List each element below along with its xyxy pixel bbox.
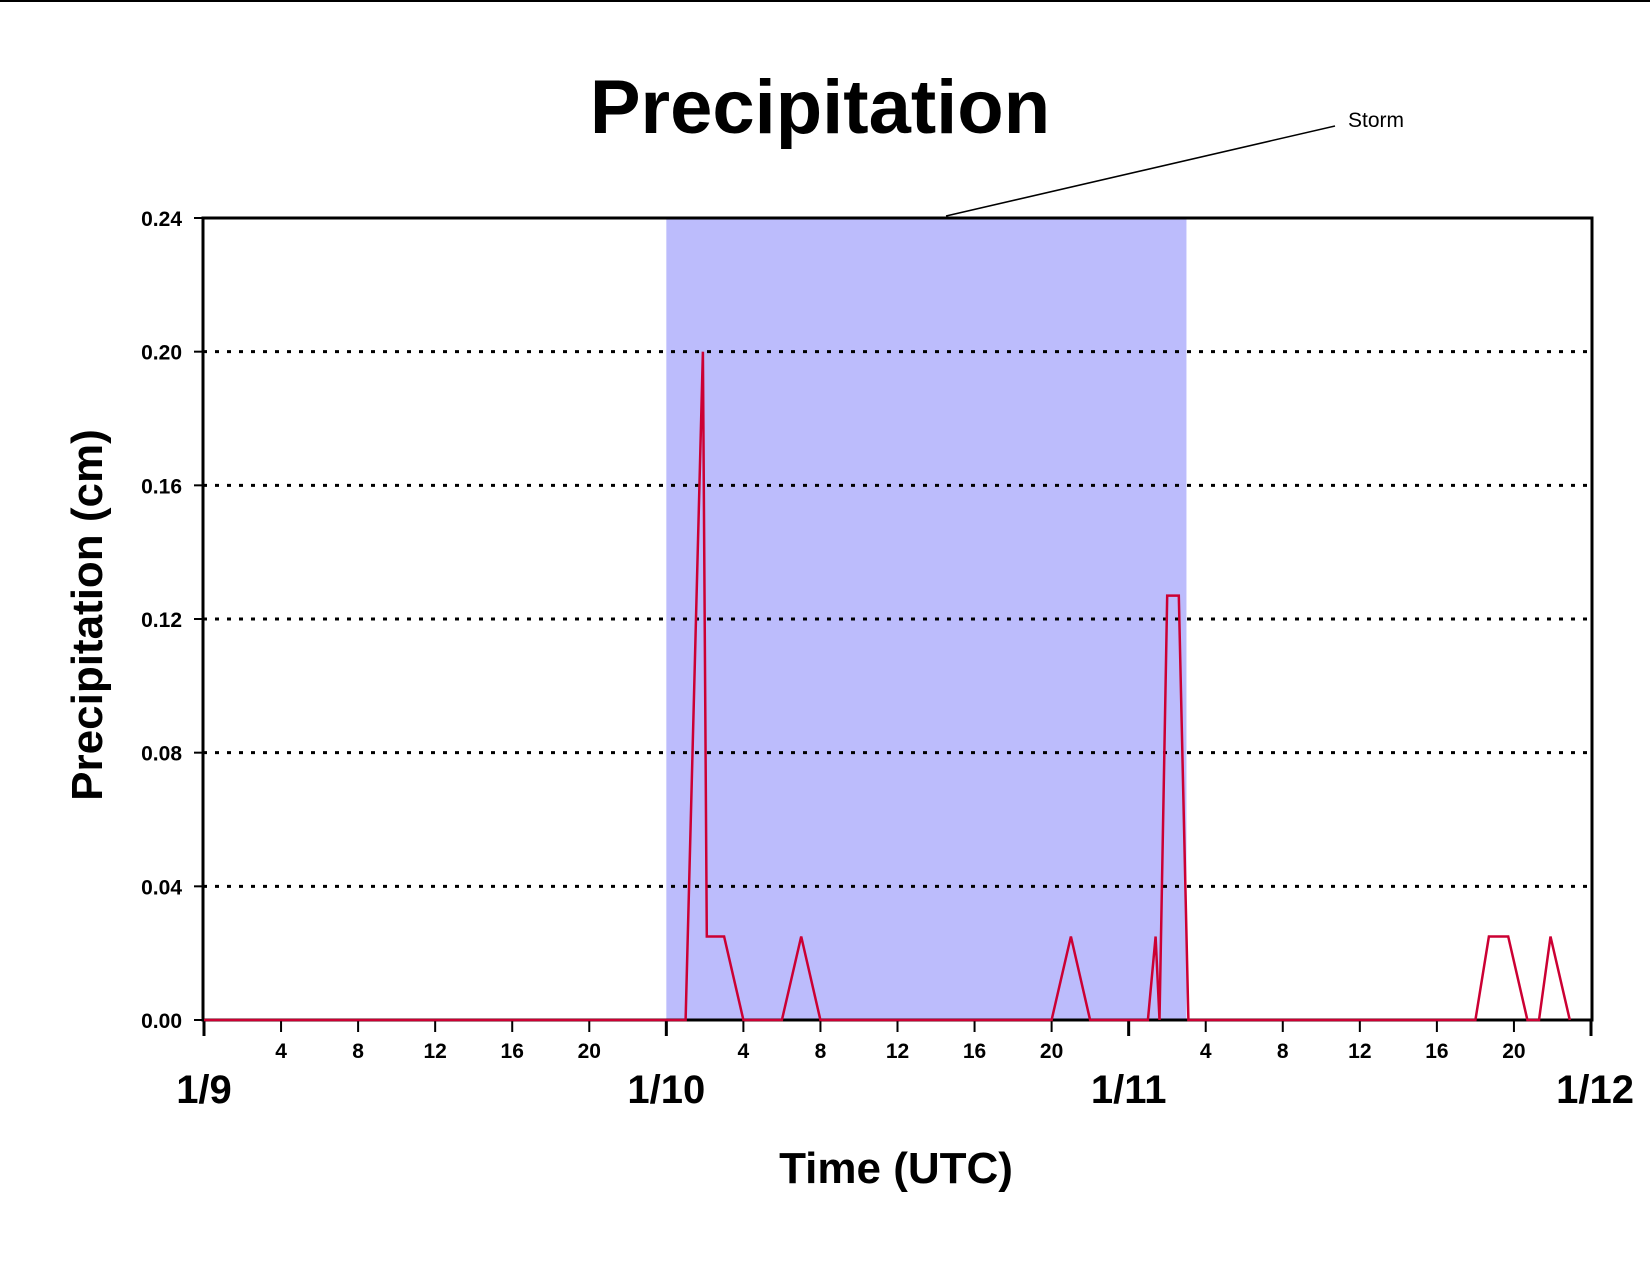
storm-annotation-leader: [945, 125, 1336, 217]
x-date-label: 1/12: [1556, 1068, 1634, 1112]
x-date-label: 1/9: [176, 1068, 232, 1112]
x-hour-tick-label: 12: [423, 1040, 446, 1063]
x-hour-tick-label: 20: [1040, 1040, 1063, 1063]
y-tick-label: 0.24: [141, 208, 182, 231]
x-hour-tick-label: 20: [1502, 1040, 1525, 1063]
chart-title: Precipitation: [590, 65, 1050, 150]
x-hour-tick-label: 8: [352, 1040, 364, 1063]
x-date-label: 1/11: [1091, 1068, 1167, 1112]
x-date-label: 1/10: [627, 1068, 705, 1112]
x-hour-tick-label: 16: [1425, 1040, 1448, 1063]
x-hour-tick-label: 8: [1277, 1040, 1289, 1063]
y-tick-label: 0.00: [141, 1010, 182, 1033]
x-hour-tick-label: 16: [501, 1040, 524, 1063]
x-hour-tick-label: 16: [963, 1040, 986, 1063]
top-border: [0, 0, 1650, 2]
y-tick-label: 0.12: [141, 609, 182, 632]
x-axis-label: Time (UTC): [779, 1144, 1013, 1193]
y-tick-label: 0.20: [141, 342, 182, 365]
x-hour-tick-label: 12: [1348, 1040, 1371, 1063]
x-hour-tick-label: 20: [578, 1040, 601, 1063]
y-axis-label: Precipitation (cm): [63, 429, 112, 801]
y-tick-label: 0.08: [141, 743, 182, 766]
x-hour-tick-label: 4: [1200, 1040, 1212, 1063]
storm-annotation-label: Storm: [1348, 109, 1404, 132]
x-hour-tick-label: 12: [886, 1040, 909, 1063]
y-tick-label: 0.04: [141, 876, 182, 899]
x-hour-tick-label: 4: [275, 1040, 287, 1063]
x-hour-tick-label: 4: [738, 1040, 750, 1063]
y-tick-label: 0.16: [141, 475, 182, 498]
precipitation-series-line: [204, 351, 1572, 1022]
x-hour-tick-label: 8: [815, 1040, 827, 1063]
